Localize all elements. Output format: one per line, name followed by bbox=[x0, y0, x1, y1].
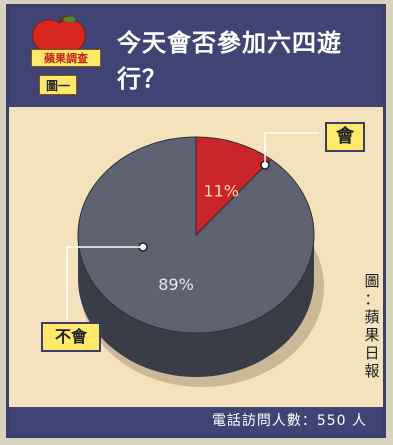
image-credit: 圖：蘋果日報 bbox=[363, 272, 381, 380]
callout-yes-label: 會 bbox=[336, 126, 354, 147]
respondents-count: 電話訪問人數：550 人 bbox=[211, 413, 367, 429]
chart-title: 今天會否參加六四遊行？ bbox=[117, 29, 342, 93]
credit-char: 圖 bbox=[364, 272, 380, 290]
credit-char: 蘋 bbox=[364, 308, 380, 326]
callout-no-label: 不會 bbox=[54, 327, 87, 346]
callout-no: 不會 bbox=[41, 322, 101, 352]
leader-line-no bbox=[66, 246, 143, 320]
credit-char: 果 bbox=[364, 326, 380, 344]
pie-value-label-no: 89% bbox=[158, 275, 194, 294]
poll-card: 蘋果調查 圖一 今天會否參加六四遊行？ 11% 89% 會 不會 圖：蘋果日報 電… bbox=[6, 4, 386, 438]
credit-char: ： bbox=[364, 290, 380, 308]
pie-side bbox=[78, 235, 314, 377]
pie-value-label-yes: 11% bbox=[203, 182, 239, 201]
credit-char: 日 bbox=[364, 344, 380, 362]
leader-line-yes bbox=[264, 132, 319, 165]
footer-banner: 電話訪問人數：550 人 bbox=[9, 407, 383, 435]
pie-chart: 11% 89% bbox=[66, 132, 324, 387]
header-banner: 蘋果調查 圖一 今天會否參加六四遊行？ bbox=[9, 7, 383, 107]
credit-char: 報 bbox=[364, 362, 380, 380]
callout-yes: 會 bbox=[325, 122, 365, 152]
apple-survey-label: 蘋果調查 bbox=[31, 49, 101, 67]
figure-label: 圖一 bbox=[39, 75, 77, 95]
pie-slice-no bbox=[77, 136, 315, 334]
pie-slice-yes bbox=[195, 136, 272, 237]
